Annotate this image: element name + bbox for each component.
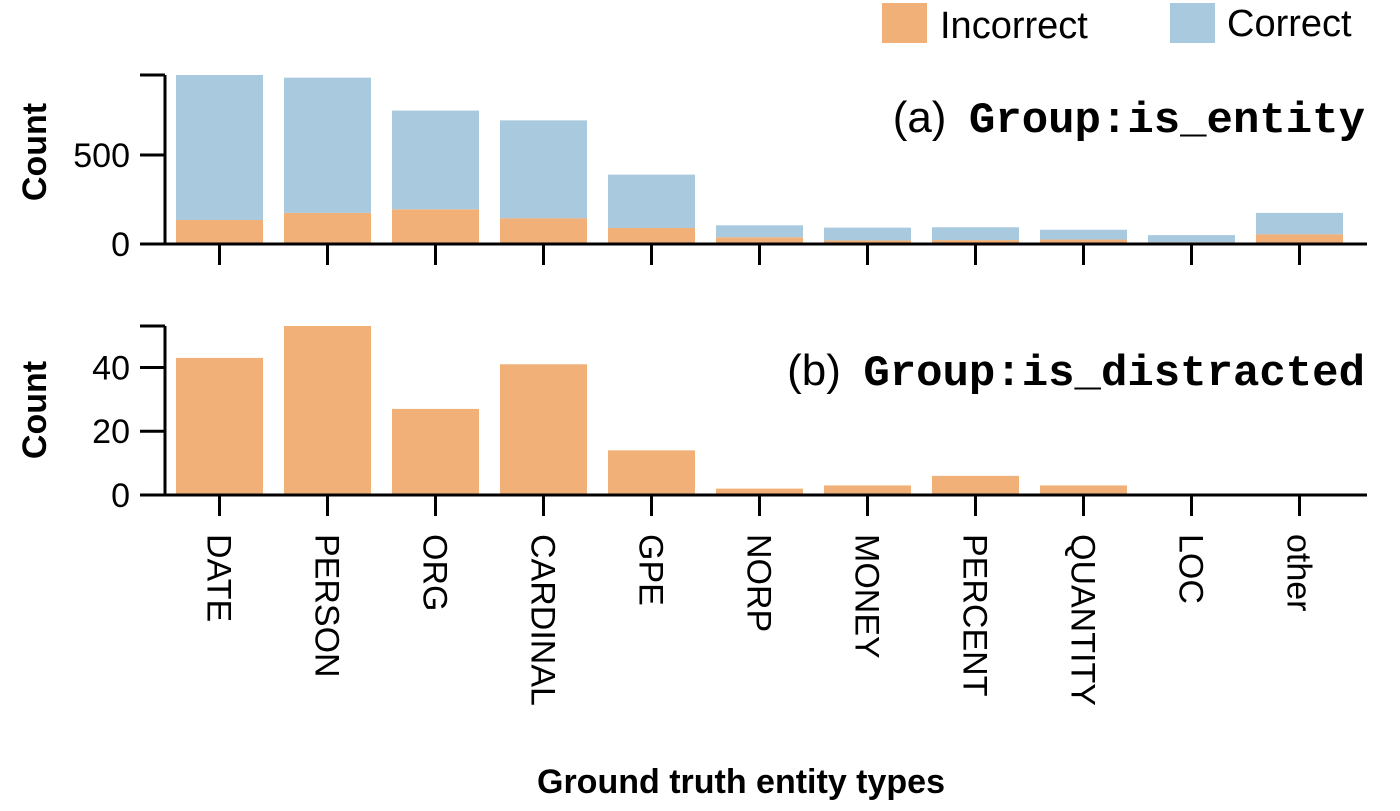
panel-a-bar-person-incorrect — [284, 212, 371, 244]
panel-a-x-ticks — [218, 244, 1301, 265]
panel-a-bar-date-correct — [176, 75, 263, 220]
panel-b-bar-org-incorrect — [392, 408, 479, 495]
panel-b-title: (b) Group:is_distracted — [787, 346, 1365, 399]
panel-b-y-tick-label-20: 20 — [92, 413, 130, 451]
panel-a-bar-percent-correct — [932, 227, 1019, 241]
panel-a-bar-norp-correct — [716, 225, 803, 238]
panel-a-y-axis-label: Count — [16, 103, 54, 201]
panel-a-y-tick-label-500: 500 — [73, 137, 130, 175]
x-tick-label-quantity: QUANTITY — [1064, 534, 1102, 706]
panel-a-title: (a) Group:is_entity — [893, 93, 1365, 146]
panel-a-bar-gpe-incorrect — [608, 227, 695, 244]
panel-a-bar-other-incorrect — [1256, 234, 1343, 244]
panel-b-bar-quantity-incorrect — [1040, 485, 1127, 495]
panel-a-bars — [176, 75, 1343, 244]
panel-a-title-prefix: (a) — [893, 93, 947, 142]
legend-swatch-incorrect — [882, 3, 927, 43]
panel-a-bar-person-correct — [284, 77, 371, 213]
x-tick-label-loc: LOC — [1172, 534, 1210, 604]
legend-swatch-correct — [1170, 3, 1215, 43]
panel-a-bar-loc-correct — [1148, 235, 1235, 243]
x-tick-label-money: MONEY — [848, 534, 886, 659]
x-tick-label-norp: NORP — [740, 534, 778, 632]
panel-a-bar-money-correct — [824, 227, 911, 241]
panel-a-y-tick-label-0: 0 — [111, 226, 130, 264]
x-tick-label-date: DATE — [200, 534, 238, 622]
panel-b-y-ticks: 0 20 40 — [92, 324, 165, 515]
panel-a-is-entity: 0 500 Count (a) Group:is_entity — [16, 73, 1367, 265]
panel-b-y-tick-label-40: 40 — [92, 349, 130, 387]
panel-a-bar-cardinal-correct — [500, 120, 587, 219]
panel-b-x-ticks — [218, 495, 1301, 516]
panel-b-y-axis-label: Count — [16, 361, 54, 459]
panel-b-bar-percent-incorrect — [932, 475, 1019, 495]
panel-b-is-distracted: 0 20 40 Count (b) Group:is_distracted — [16, 324, 1367, 516]
panel-b-y-tick-label-0: 0 — [111, 477, 130, 515]
x-tick-label-org: ORG — [416, 534, 454, 611]
x-tick-label-percent: PERCENT — [956, 534, 994, 696]
panel-a-bar-cardinal-incorrect — [500, 218, 587, 244]
panel-a-bar-org-incorrect — [392, 209, 479, 244]
panel-b-bar-money-incorrect — [824, 485, 911, 495]
panel-b-bar-person-incorrect — [284, 326, 371, 495]
panel-a-bar-quantity-correct — [1040, 229, 1127, 240]
panel-a-bar-date-incorrect — [176, 219, 263, 244]
x-tick-label-person: PERSON — [308, 534, 346, 678]
panel-a-bar-gpe-correct — [608, 174, 695, 228]
panel-a-bar-quantity-incorrect — [1040, 239, 1127, 244]
panel-a-y-ticks: 0 500 — [73, 73, 165, 264]
panel-b-title-prefix: (b) — [787, 346, 841, 395]
x-tick-labels: DATE PERSON ORG CARDINAL GPE NORP MONEY PERCENT… — [200, 534, 1318, 706]
panel-a-title-name: Group:is_entity — [969, 96, 1365, 146]
panel-b-title-name: Group:is_distracted — [863, 349, 1365, 399]
panel-a-bar-other-correct — [1256, 212, 1343, 235]
panel-b-bar-gpe-incorrect — [608, 450, 695, 495]
panel-a-bar-norp-incorrect — [716, 237, 803, 244]
x-tick-label-gpe: GPE — [632, 534, 670, 606]
panel-a-bar-money-incorrect — [824, 240, 911, 244]
legend-label-correct: Correct — [1227, 3, 1352, 45]
panel-b-bars — [176, 326, 1127, 495]
x-tick-label-other: other — [1280, 534, 1318, 612]
x-tick-label-cardinal: CARDINAL — [524, 534, 562, 706]
legend-label-incorrect: Incorrect — [940, 5, 1088, 47]
legend: Incorrect Correct — [882, 3, 1352, 47]
panel-a-bar-org-correct — [392, 110, 479, 210]
panel-b-bar-norp-incorrect — [716, 488, 803, 495]
panel-a-bar-percent-incorrect — [932, 240, 1019, 244]
x-axis-label: Ground truth entity types — [537, 763, 945, 801]
panel-b-bar-cardinal-incorrect — [500, 364, 587, 495]
panel-b-bar-date-incorrect — [176, 357, 263, 495]
